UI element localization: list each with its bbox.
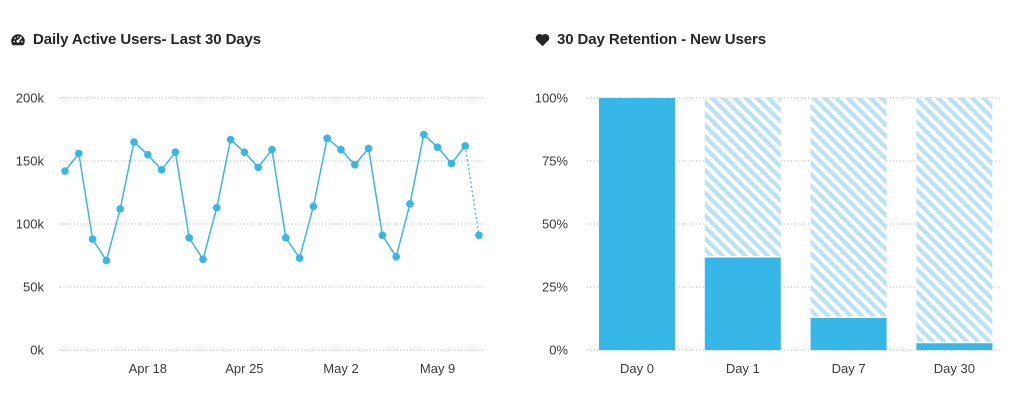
dau-x-tick-label: Apr 25	[225, 361, 263, 376]
retention-bar	[916, 342, 993, 350]
dau-data-point	[420, 130, 428, 139]
dau-data-point	[433, 143, 442, 151]
dau-data-point	[199, 255, 207, 264]
dau-data-point	[116, 205, 124, 213]
dau-y-tick-label: 0k	[30, 343, 44, 358]
retention-bar	[704, 256, 781, 350]
retention-y-tick-label: 25%	[542, 280, 568, 295]
retention-bar	[810, 317, 887, 350]
retention-bar-chart: 0% 25% 50% 75% 100% Day 0 Day 1 Day 7 Day 30	[535, 91, 1000, 376]
dau-data-point	[254, 163, 262, 172]
dau-data-point	[309, 202, 318, 211]
retention-x-tick-label: Day 0	[620, 361, 654, 376]
retention-y-tick-label: 50%	[542, 217, 568, 232]
dau-data-point	[392, 252, 401, 261]
dau-data-point	[323, 134, 332, 143]
dau-data-point	[185, 234, 193, 242]
retention-bar-background	[810, 98, 887, 350]
dau-x-tick-label: Apr 18	[129, 361, 167, 376]
retention-chart-title: 30 Day Retention - New Users	[535, 31, 766, 48]
dau-data-point	[226, 135, 235, 144]
dau-data-point	[282, 234, 290, 242]
dau-data-point	[351, 160, 359, 169]
retention-y-tick-label: 0%	[549, 343, 568, 358]
dau-x-tick-label: May 2	[323, 361, 358, 376]
dau-line-chart: 0k 50k 100k 150k 200k Apr 18 Apr 25 May 2 May 9	[16, 91, 484, 376]
dau-y-tick-label: 200k	[16, 91, 45, 106]
dau-data-point	[406, 200, 414, 208]
dau-y-tick-label: 150k	[16, 154, 45, 169]
dau-series-line	[64, 133, 466, 262]
dau-data-point	[88, 235, 97, 243]
retention-bar-background	[916, 98, 993, 350]
retention-x-tick-label: Day 30	[934, 361, 975, 376]
retention-y-tick-label: 75%	[542, 154, 568, 169]
dau-data-point	[447, 159, 456, 168]
dau-data-point	[61, 167, 69, 175]
retention-y-tick-label: 100%	[535, 91, 569, 106]
retention-bar	[599, 98, 675, 350]
dau-data-point	[213, 203, 221, 212]
dau-partial-segment	[464, 145, 480, 236]
dau-y-tick-label: 50k	[23, 280, 44, 295]
dau-data-point	[364, 144, 373, 153]
dau-data-point	[130, 138, 138, 146]
dau-chart-title-text: Daily Active Users- Last 30 Days	[33, 31, 262, 48]
dau-chart-title: Daily Active Users- Last 30 Days	[10, 31, 261, 48]
dau-data-point	[102, 256, 111, 265]
dau-data-point	[171, 148, 180, 156]
dashboard-gauge-icon	[10, 32, 26, 48]
dau-x-tick-label: May 9	[420, 361, 455, 376]
retention-chart-title-text: 30 Day Retention - New Users	[557, 31, 766, 48]
dau-data-point	[268, 145, 276, 154]
retention-x-tick-label: Day 7	[832, 361, 866, 376]
heart-icon	[535, 33, 550, 47]
retention-x-tick-label: Day 1	[726, 361, 760, 376]
dau-data-point	[240, 148, 249, 156]
dau-data-point	[295, 254, 304, 262]
dau-y-tick-label: 100k	[16, 217, 45, 232]
dau-data-point	[157, 166, 166, 174]
dau-data-point	[461, 142, 470, 150]
dau-data-point	[337, 145, 345, 154]
dau-data-point	[475, 231, 483, 240]
dau-data-point	[144, 150, 152, 159]
dau-data-point	[75, 149, 83, 158]
dau-data-point	[378, 231, 387, 240]
